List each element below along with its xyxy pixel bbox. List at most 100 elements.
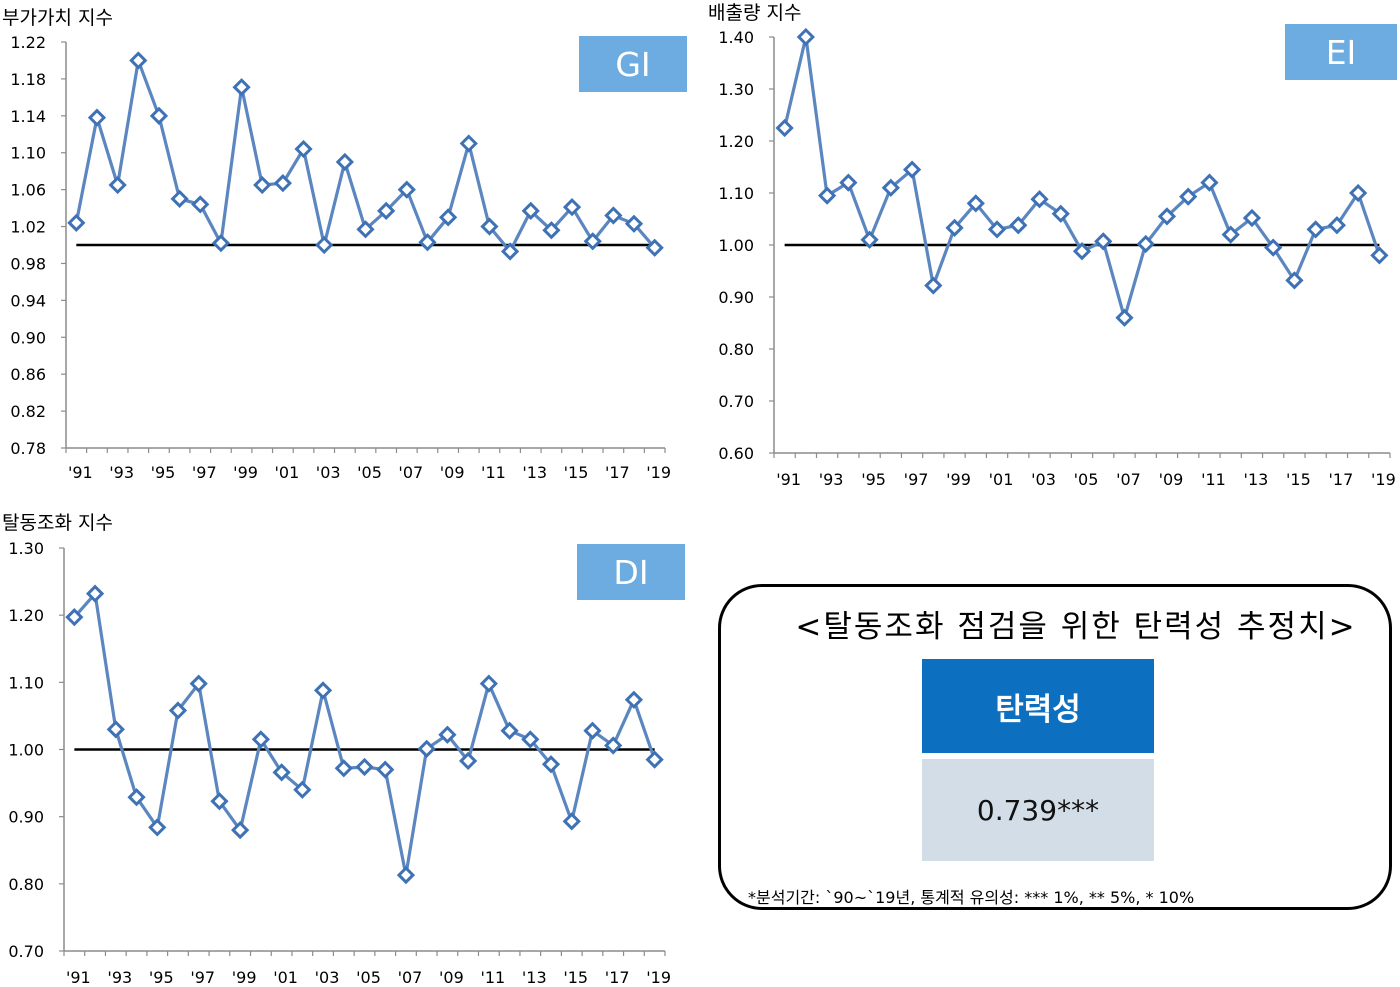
ei-data-point: [945, 218, 964, 237]
gi-data-point: [480, 217, 499, 236]
ei-x-tick-label: '91: [776, 470, 801, 489]
ei-data-point: [1221, 225, 1240, 244]
di-data-point: [438, 725, 457, 744]
di-data-point: [293, 780, 312, 799]
di-y-tick-label: 1.10: [8, 673, 44, 692]
elasticity-estimate-box: <탈동조화 점검을 위한 탄력성 추정치> 탄력성 0.739*** *분석기간…: [718, 584, 1392, 910]
ei-y-tick-label: 1.20: [718, 132, 754, 151]
di-data-point: [604, 736, 623, 755]
ei-data-point: [1285, 271, 1304, 290]
ei-data-point: [924, 276, 943, 295]
di-x-tick-label: '15: [563, 968, 588, 987]
di-chart: 탈동조화 지수 DI 1.30 1.20 1.10 1.00 0.90 0.80 0.70 '91…: [2, 512, 685, 987]
di-data-point: [148, 818, 167, 837]
gi-badge-label: GI: [615, 45, 650, 84]
ei-y-tick-label: 0.70: [718, 392, 754, 411]
ei-data-point: [775, 118, 794, 138]
gi-y-tick-label: 0.98: [10, 254, 46, 273]
gi-data-point: [377, 201, 396, 220]
di-y-tick-label: 1.20: [8, 606, 44, 625]
ei-x-tick-label: '93: [819, 470, 844, 489]
gi-data-point: [583, 232, 602, 251]
gi-data-point: [67, 213, 86, 232]
ei-y-tick-label: 0.80: [718, 340, 754, 359]
di-data-point: [313, 681, 333, 700]
di-y-tick-label: 1.30: [8, 539, 44, 558]
gi-y-tick-label: 1.18: [10, 70, 46, 89]
di-data-point: [541, 755, 561, 774]
di-data-point: [396, 865, 416, 885]
ei-data-point: [1242, 208, 1262, 228]
gi-y-tick-label: 1.06: [10, 181, 46, 200]
ei-x-tick-label: '15: [1286, 470, 1311, 489]
ei-data-point: [1072, 242, 1092, 261]
ei-data-point: [881, 178, 900, 197]
ei-y-tick-label: 0.90: [718, 288, 754, 307]
gi-x-tick-label: '09: [440, 463, 465, 482]
di-data-point: [479, 674, 498, 693]
di-data-point: [65, 608, 84, 627]
gi-x-tick-label: '95: [151, 463, 176, 482]
gi-data-point: [562, 198, 582, 217]
di-data-point: [645, 750, 664, 769]
gi-y-tick-label: 1.10: [10, 144, 46, 163]
gi-y-tick-label: 0.94: [10, 291, 46, 310]
gi-data-point: [273, 174, 293, 193]
di-title: 탈동조화 지수: [2, 512, 113, 534]
ei-x-tick-label: '19: [1371, 470, 1396, 489]
di-x-tick-label: '11: [480, 968, 505, 987]
di-data-point: [376, 760, 395, 779]
di-y-tick-label: 0.80: [8, 875, 44, 894]
analysis-note: *분석기간: `90~`19년, 통계적 유의성: *** 1%, ** 5%,…: [748, 888, 1195, 907]
di-data-point: [210, 792, 229, 811]
gi-data-point: [108, 175, 127, 195]
di-data-point: [500, 721, 519, 740]
gi-y-tick-label: 1.14: [10, 107, 46, 126]
di-data-point: [189, 674, 208, 693]
gi-data-point: [253, 175, 272, 195]
gi-data-point: [191, 195, 210, 214]
ei-data-point: [1264, 238, 1283, 257]
gi-data-point: [459, 134, 478, 153]
di-x-tick-label: '93: [107, 968, 132, 987]
gi-x-tick-label: '91: [68, 463, 93, 482]
elasticity-header: 탄력성: [922, 659, 1154, 753]
di-x-tick-label: '09: [439, 968, 464, 987]
di-x-tick-label: '95: [149, 968, 174, 987]
ei-badge-label: EI: [1326, 33, 1357, 72]
ei-data-point: [1327, 216, 1347, 235]
di-y-tick-label: 0.70: [8, 942, 44, 961]
gi-x-tick-label: '11: [481, 463, 506, 482]
ei-chart: 배출량 지수 EI 1.40 1.30 1.20 1.10 1.00 0.90 0.80 0.70…: [708, 2, 1397, 489]
gi-x-tick-label: '17: [605, 463, 630, 482]
ei-data-point: [1115, 308, 1134, 327]
ei-data-point: [1009, 216, 1028, 235]
ei-y-tick-label: 1.40: [718, 28, 754, 47]
di-y-tick-label: 1.00: [8, 741, 44, 760]
gi-data-point: [335, 152, 354, 172]
gi-data-point: [294, 139, 313, 159]
gi-x-tick-label: '05: [357, 463, 382, 482]
gi-y-tick-label: 0.82: [10, 402, 46, 421]
ei-data-point: [1179, 187, 1198, 206]
ei-x-tick-label: '03: [1031, 470, 1056, 489]
ei-x-tick-label: '01: [989, 470, 1014, 489]
ei-data-point: [817, 186, 837, 205]
di-data-point: [272, 763, 291, 782]
di-x-tick-label: '19: [646, 968, 671, 987]
gi-x-tick-label: '93: [109, 463, 134, 482]
ei-x-tick-label: '13: [1244, 470, 1269, 489]
gi-title: 부가가치 지수: [2, 7, 113, 29]
ei-data-point: [902, 160, 922, 179]
ei-data-point: [966, 194, 985, 213]
ei-data-point: [1094, 232, 1113, 251]
di-data-point: [85, 584, 105, 603]
gi-y-tick-label: 0.86: [10, 365, 46, 384]
ei-data-point: [839, 173, 858, 192]
gi-y-tick-label: 1.22: [10, 33, 46, 52]
di-data-point: [583, 721, 602, 740]
gi-data-point: [149, 106, 169, 125]
di-x-tick-label: '13: [522, 968, 547, 987]
ei-data-point: [1200, 173, 1219, 192]
gi-data-point: [645, 238, 664, 257]
